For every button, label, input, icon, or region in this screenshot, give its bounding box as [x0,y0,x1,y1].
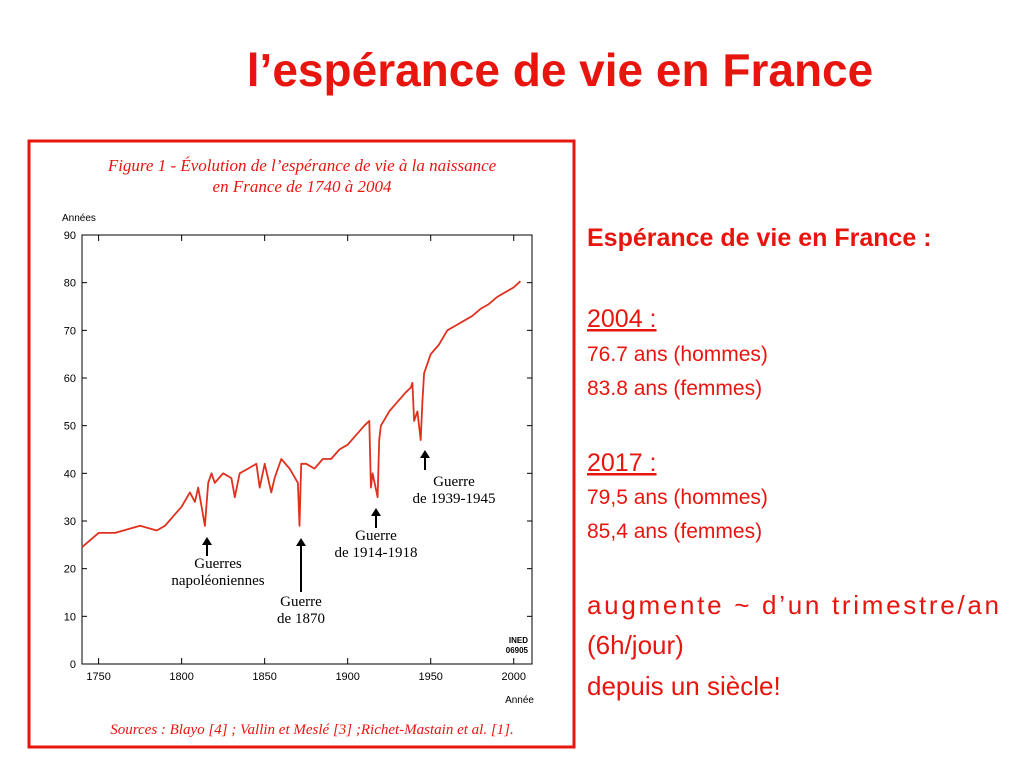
annotation-arrowhead [371,508,381,516]
y-tick-label: 90 [64,230,76,242]
y-tick-label: 30 [64,516,76,528]
logo: INED [509,636,528,645]
y-axis-label: Années [62,213,96,224]
x-tick-label: 1850 [252,671,276,683]
y-tick-label: 20 [64,564,76,576]
annotation-text: Guerre [280,594,322,610]
y-tick-label: 60 [64,373,76,385]
side-line: 85,4 ans (femmes) [587,520,762,543]
side-line: 83.8 ans (femmes) [587,377,762,400]
y-tick-label: 70 [64,325,76,337]
y-tick-label: 10 [64,611,76,623]
x-tick-label: 1900 [335,671,359,683]
side-conclusion: augmente ~ d’un trimestre/an [587,590,999,620]
side-line: 76.7 ans (hommes) [587,343,768,366]
life-expectancy-line [81,280,522,548]
side-year: 2017 : [587,449,657,477]
annotation-arrowhead [296,538,306,546]
side-year: 2004 : [587,305,657,333]
x-tick-label: 1800 [169,671,193,683]
annotation-arrowhead [420,450,430,458]
side-conclusion: (6h/jour) [587,630,684,660]
x-tick-label: 1950 [418,671,442,683]
x-axis-label: Année [505,695,534,706]
y-tick-label: 40 [64,468,76,480]
plot-frame [81,234,533,665]
figure-frame [27,139,576,749]
side-heading: Espérance de vie en France : [587,224,932,252]
logo: 06905 [506,646,529,655]
annotation-text: Guerres [194,556,242,572]
figure-title: Figure 1 - Évolution de l’espérance de v… [107,156,497,175]
annotation-text: de 1914-1918 [335,545,418,561]
y-tick-label: 80 [64,278,76,290]
annotation-arrowhead [202,537,212,545]
annotation-text: Guerre [355,528,397,544]
annotation-text: napoléoniennes [171,573,264,589]
annotation-text: de 1939-1945 [413,491,496,507]
side-conclusion: depuis un siècle! [587,671,781,701]
annotation-text: de 1870 [277,611,325,627]
slide-title: l’espérance de vie en France [247,44,873,96]
x-tick-label: 1750 [86,671,110,683]
y-tick-label: 50 [64,421,76,433]
figure-title: en France de 1740 à 2004 [213,177,392,196]
annotation-text: Guerre [433,474,475,490]
source: Sources : Blayo [4] ; Vallin et Meslé [3… [110,722,514,738]
x-tick-label: 2000 [501,671,525,683]
side-line: 79,5 ans (hommes) [587,486,768,509]
y-tick-label: 0 [70,659,76,671]
